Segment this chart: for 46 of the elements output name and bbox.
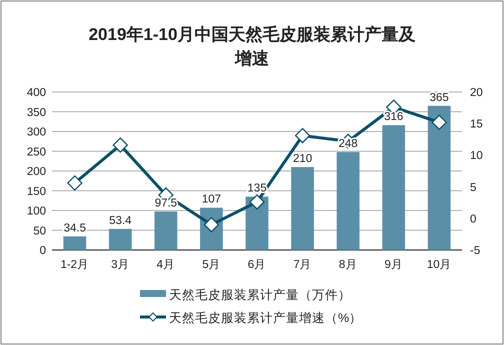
y-tick-label: 400 [26,87,46,99]
y-tick-label: 350 [26,106,46,119]
x-tick-label: 4月 [156,258,176,271]
data-label: 107 [202,194,222,206]
y2-tick-label: 10 [470,150,483,162]
data-label: 365 [430,92,449,104]
point [294,128,310,144]
x-tick-label: 1-2月 [60,258,90,271]
bar [108,228,132,250]
data-label: 53.4 [109,214,132,227]
bar [291,167,314,250]
y2-tick-label: 0 [470,213,476,226]
legend-label: 天然毛皮服装累计产量（万件） [169,288,351,302]
data-label: 97.5 [154,197,178,210]
point [67,175,82,191]
point [432,114,447,130]
data-label: 210 [292,153,312,166]
x-tick-label: 7月 [293,258,312,271]
y-tick-label: 300 [26,126,46,138]
point [112,137,128,153]
y2-tick-label: 5 [470,182,476,194]
x-tick-label: 3月 [111,258,130,271]
bar [336,152,360,250]
chart-title: 2019年1-10月中国天然毛皮服装累计产量及增速 [88,25,416,68]
y-tick-label: 200 [26,166,46,178]
x-tick-label: 8月 [338,258,358,271]
y-tick-label: 150 [26,186,46,198]
y2-tick-label: 20 [470,87,483,99]
bar [154,211,178,250]
data-label: 34.5 [64,222,86,234]
x-tick-label: 6月 [248,258,266,271]
legend-label: 天然毛皮服装累计产量增速（%） [169,311,362,325]
y-tick-label: 250 [26,146,46,158]
x-tick-label: 10月 [426,258,452,271]
y-tick-label: 100 [26,206,46,218]
bar [382,125,406,250]
x-tick-label: 5月 [202,258,221,271]
x-tick-label: 9月 [384,258,403,271]
y2-tick-label: 15 [470,118,483,131]
y-tick-label: 0 [40,245,46,257]
bar [63,236,86,250]
data-label: 316 [384,111,404,124]
bar [428,106,451,250]
y-tick-label: 50 [33,225,46,238]
point [249,194,265,210]
y2-tick-label: -5 [470,245,480,257]
